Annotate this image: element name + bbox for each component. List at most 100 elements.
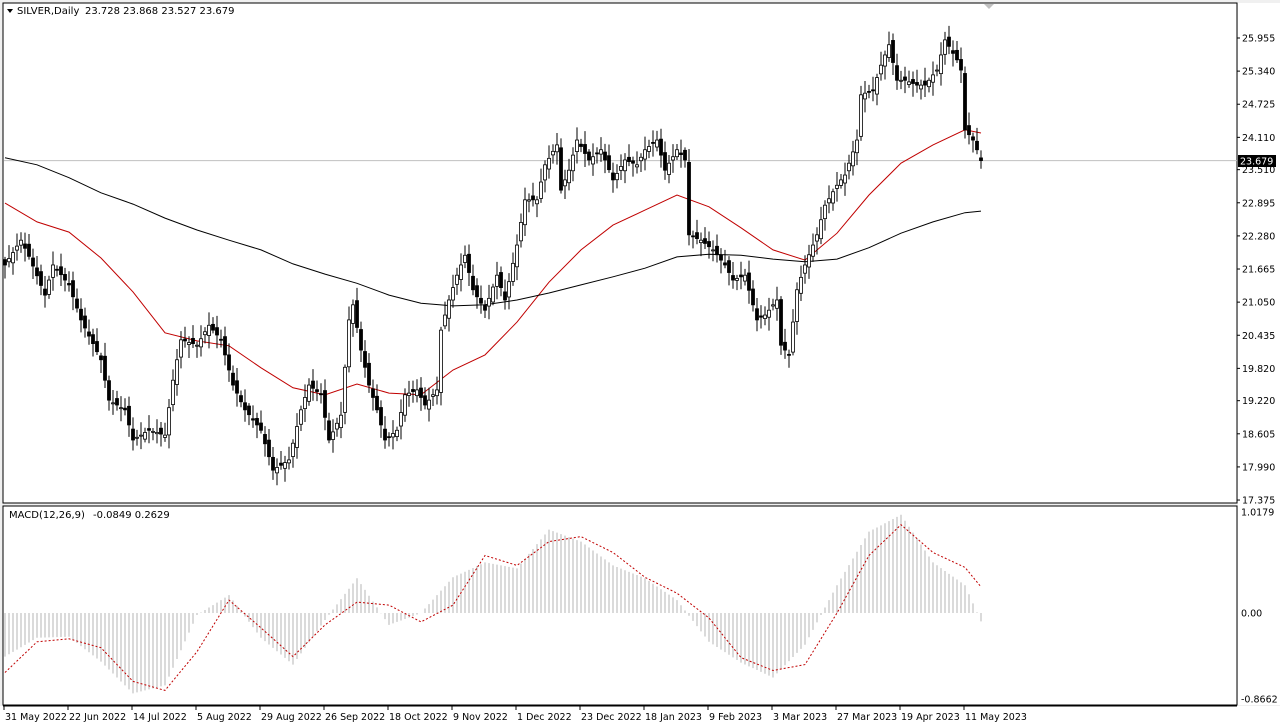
candle[interactable] [923, 67, 927, 98]
candle[interactable] [75, 288, 79, 313]
candle[interactable] [315, 380, 319, 402]
candle[interactable] [563, 169, 567, 200]
candle[interactable] [467, 244, 471, 286]
candle[interactable] [415, 379, 419, 403]
candle[interactable] [123, 398, 127, 416]
candle[interactable] [455, 267, 459, 295]
candle[interactable] [587, 149, 591, 166]
candle[interactable] [907, 70, 911, 88]
candle[interactable] [935, 64, 939, 77]
candle[interactable] [395, 426, 399, 442]
candle[interactable] [347, 306, 351, 373]
candle[interactable] [487, 284, 491, 320]
candle[interactable] [299, 405, 303, 431]
price-axis[interactable] [1238, 3, 1280, 705]
candle[interactable] [915, 69, 919, 93]
candle[interactable] [371, 379, 375, 411]
candle[interactable] [343, 364, 347, 425]
candle[interactable] [931, 61, 935, 96]
candle[interactable] [603, 143, 607, 174]
candle[interactable] [191, 325, 195, 349]
candle[interactable] [599, 137, 603, 162]
candle[interactable] [47, 275, 51, 299]
candle[interactable] [115, 390, 119, 411]
candle[interactable] [799, 265, 803, 301]
candle[interactable] [327, 412, 331, 444]
candle[interactable] [275, 458, 279, 486]
candle[interactable] [795, 282, 799, 335]
candle[interactable] [803, 255, 807, 284]
candle[interactable] [835, 171, 839, 202]
candle[interactable] [643, 136, 647, 171]
candle[interactable] [515, 234, 519, 281]
candle[interactable] [507, 273, 511, 310]
candle[interactable] [763, 306, 767, 326]
candle[interactable] [139, 422, 143, 450]
candle[interactable] [579, 138, 583, 153]
candle[interactable] [483, 300, 487, 318]
candle[interactable] [187, 336, 191, 358]
candle[interactable] [463, 245, 467, 269]
candle[interactable] [295, 413, 299, 459]
candle[interactable] [63, 267, 67, 292]
candle[interactable] [23, 232, 27, 262]
candle[interactable] [107, 375, 111, 411]
candle[interactable] [839, 174, 843, 189]
candle[interactable] [623, 153, 627, 184]
candle[interactable] [423, 387, 427, 410]
candle[interactable] [427, 387, 431, 422]
candle[interactable] [239, 390, 243, 408]
candle[interactable] [963, 66, 967, 139]
candle[interactable] [7, 245, 11, 268]
candle[interactable] [611, 162, 615, 193]
candle[interactable] [551, 144, 555, 164]
candle[interactable] [747, 260, 751, 304]
candle[interactable] [871, 76, 875, 102]
candle[interactable] [435, 376, 439, 405]
candle[interactable] [111, 390, 115, 415]
candle[interactable] [955, 41, 959, 64]
candle[interactable] [99, 352, 103, 373]
candle[interactable] [567, 158, 571, 191]
candle[interactable] [607, 144, 611, 173]
candle[interactable] [679, 139, 683, 168]
candle[interactable] [631, 156, 635, 177]
candle[interactable] [947, 25, 951, 55]
candle[interactable] [143, 427, 147, 443]
candle[interactable] [495, 261, 499, 300]
candle[interactable] [735, 274, 739, 291]
candle[interactable] [87, 319, 91, 345]
candle[interactable] [951, 40, 955, 67]
candle[interactable] [731, 262, 735, 289]
candle[interactable] [847, 154, 851, 180]
candle[interactable] [895, 53, 899, 90]
candle[interactable] [967, 112, 971, 145]
candle[interactable] [287, 446, 291, 470]
candle[interactable] [407, 380, 411, 407]
candle[interactable] [19, 232, 23, 253]
candle[interactable] [531, 182, 535, 207]
candle[interactable] [451, 274, 455, 308]
candle[interactable] [499, 266, 503, 297]
candle[interactable] [819, 206, 823, 245]
candle[interactable] [459, 253, 463, 292]
candle[interactable] [419, 377, 423, 411]
candle[interactable] [251, 405, 255, 428]
candle[interactable] [339, 401, 343, 439]
candle[interactable] [211, 317, 215, 334]
candle[interactable] [883, 50, 887, 80]
candle[interactable] [387, 432, 391, 447]
candle[interactable] [635, 151, 639, 174]
candle[interactable] [667, 154, 671, 184]
candle[interactable] [759, 305, 763, 329]
candle[interactable] [411, 380, 415, 403]
candle[interactable] [255, 412, 259, 439]
candle[interactable] [479, 285, 483, 314]
candle[interactable] [279, 451, 283, 470]
candle[interactable] [375, 384, 379, 414]
candle[interactable] [519, 213, 523, 248]
candle[interactable] [555, 133, 559, 165]
candle[interactable] [215, 315, 219, 349]
candle[interactable] [699, 232, 703, 257]
candle[interactable] [147, 415, 151, 444]
